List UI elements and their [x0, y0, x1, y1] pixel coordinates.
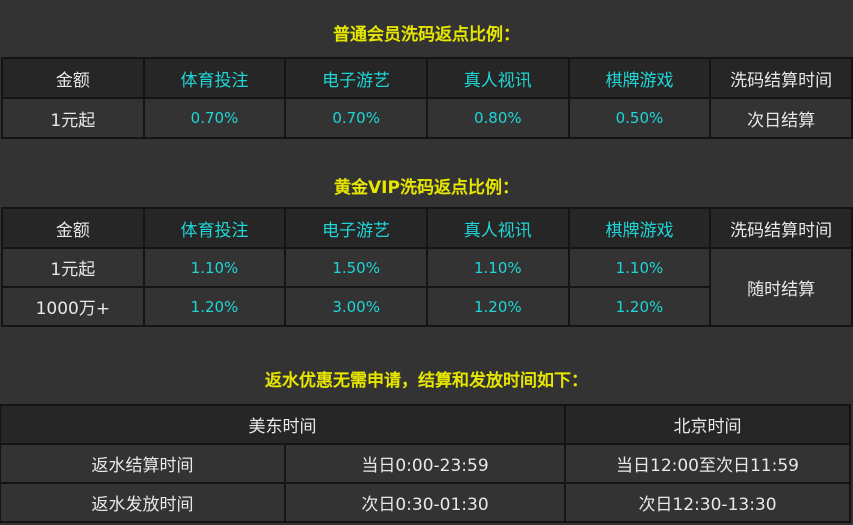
amount: 1元起 — [1, 97, 145, 139]
rate: 1.20% — [567, 286, 712, 327]
header-sports: 体育投注 — [142, 207, 287, 249]
amount: 1000万+ — [1, 286, 145, 327]
rate: 0.50% — [567, 97, 712, 139]
header-us-time: 美东时间 — [0, 404, 566, 445]
header-egames: 电子游艺 — [284, 207, 428, 249]
header-egames: 电子游艺 — [284, 57, 428, 99]
rebate-table: 美东时间 北京时间 返水结算时间 当日0:00-23:59 当日12:00至次日… — [0, 404, 851, 523]
gold-title: 黄金VIP洗码返点比例： — [334, 178, 519, 198]
header-live: 真人视讯 — [425, 207, 570, 249]
header-amount: 金额 — [1, 207, 145, 249]
header-amount: 金额 — [1, 57, 145, 99]
settle-time: 随时结算 — [709, 247, 853, 327]
table-row: 返水发放时间 次日0:30-01:30 次日12:30-13:30 — [0, 482, 851, 523]
rate: 1.10% — [142, 247, 287, 288]
rate: 1.50% — [284, 247, 428, 288]
table-row: 1元起 1.10% 1.50% 1.10% 1.10% 随时结算 — [1, 247, 853, 327]
settle-time: 次日结算 — [709, 97, 853, 139]
row-label: 返水结算时间 — [0, 443, 286, 484]
rate: 1.20% — [142, 286, 287, 327]
row-label: 返水发放时间 — [0, 482, 286, 523]
rate: 1.20% — [425, 286, 570, 327]
header-settle: 洗码结算时间 — [709, 207, 853, 249]
us-time: 次日0:30-01:30 — [284, 482, 566, 523]
us-time: 当日0:00-23:59 — [284, 443, 566, 484]
header-cards: 棋牌游戏 — [567, 207, 712, 249]
header-live: 真人视讯 — [425, 57, 570, 99]
beijing-time: 当日12:00至次日11:59 — [564, 443, 851, 484]
header-settle: 洗码结算时间 — [709, 57, 853, 99]
rebate-title: 返水优惠无需申请，结算和发放时间如下： — [265, 371, 588, 391]
gold-table: 金额 体育投注 电子游艺 真人视讯 棋牌游戏 洗码结算时间 1元起 1.10% … — [1, 207, 853, 327]
regular-table: 金额 体育投注 电子游艺 真人视讯 棋牌游戏 洗码结算时间 1元起 0.70% … — [1, 57, 853, 139]
regular-title: 普通会员洗码返点比例： — [333, 25, 520, 45]
header-sports: 体育投注 — [142, 57, 287, 99]
beijing-time: 次日12:30-13:30 — [564, 482, 851, 523]
rate: 1.10% — [425, 247, 570, 288]
header-beijing-time: 北京时间 — [564, 404, 851, 445]
rate: 0.70% — [284, 97, 428, 139]
table-row: 返水结算时间 当日0:00-23:59 当日12:00至次日11:59 — [0, 443, 851, 484]
table-row: 1元起 0.70% 0.70% 0.80% 0.50% 次日结算 — [1, 97, 853, 139]
header-cards: 棋牌游戏 — [567, 57, 712, 99]
table-row: 1000万+ 1.20% 3.00% 1.20% 1.20% — [1, 286, 852, 327]
rate: 3.00% — [284, 286, 428, 327]
amount: 1元起 — [1, 247, 145, 288]
rate: 0.70% — [142, 97, 287, 139]
rate: 0.80% — [425, 97, 570, 139]
rate: 1.10% — [567, 247, 712, 288]
